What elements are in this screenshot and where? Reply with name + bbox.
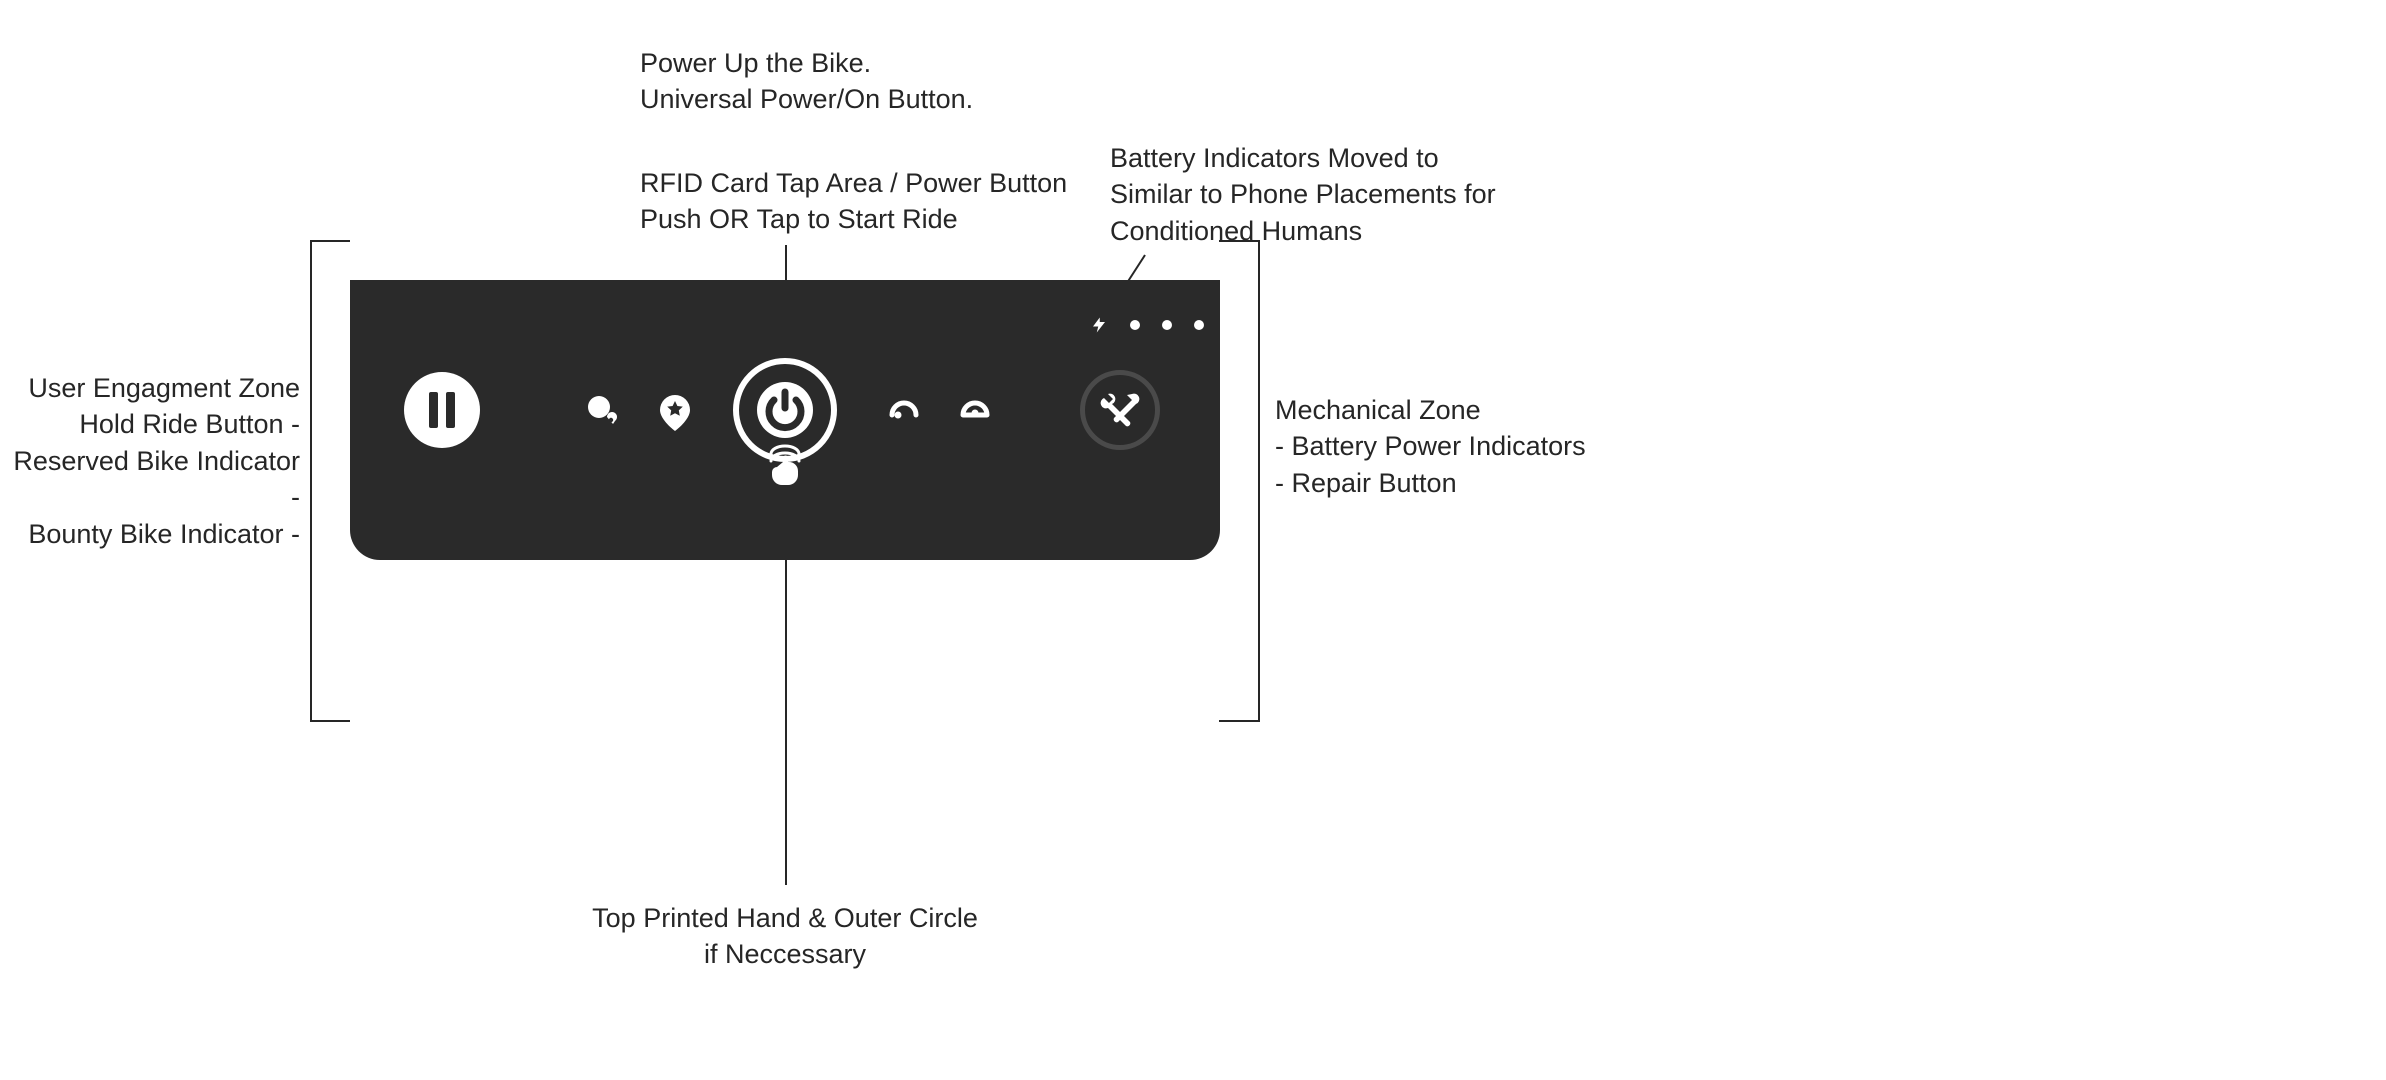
annotation-line: Conditioned Humans	[1110, 213, 1630, 249]
helmet-open-icon	[886, 393, 920, 427]
annotation-battery: Battery Indicators Moved to Similar to P…	[1110, 140, 1630, 249]
bolt-icon	[1090, 316, 1108, 334]
bounty-indicator	[658, 393, 692, 438]
annotation-line: Power Up the Bike.	[640, 45, 1140, 81]
pause-icon	[425, 390, 459, 430]
annotation-line: Universal Power/On Button.	[640, 81, 1140, 117]
battery-dot	[1130, 320, 1140, 330]
helmet-open-indicator	[886, 393, 920, 432]
star-pin-icon	[658, 393, 692, 433]
annotation-line: Hold Ride Button -	[0, 406, 300, 442]
annotation-line: Bounty Bike Indicator -	[0, 516, 300, 552]
annotation-line: Top Printed Hand & Outer Circle	[585, 900, 985, 936]
bracket-left	[310, 240, 352, 722]
annotation-power-up: Power Up the Bike. Universal Power/On Bu…	[640, 45, 1140, 118]
annotation-line: User Engagment Zone	[0, 370, 300, 406]
annotation-right-zone: Mechanical Zone - Battery Power Indicato…	[1275, 392, 1695, 501]
annotation-line: Battery Indicators Moved to	[1110, 140, 1630, 176]
battery-dot	[1162, 320, 1172, 330]
annotation-bottom: Top Printed Hand & Outer Circle if Necce…	[585, 900, 985, 973]
tap-hand-icon	[765, 442, 805, 495]
bracket-right	[1218, 240, 1260, 722]
helmet-closed-indicator	[958, 393, 992, 432]
annotation-line: Reserved Bike Indicator -	[0, 443, 300, 516]
annotation-line: RFID Card Tap Area / Power Button	[640, 165, 1140, 201]
device-panel	[350, 280, 1220, 560]
diagram-stage: Power Up the Bike. Universal Power/On Bu…	[0, 0, 2386, 1080]
annotation-line: Mechanical Zone	[1275, 392, 1695, 428]
reserved-indicator	[585, 393, 621, 434]
helmet-closed-icon	[958, 393, 992, 427]
battery-indicators	[1090, 316, 1204, 334]
tools-icon	[1099, 389, 1141, 431]
power-icon	[755, 380, 815, 440]
annotation-line: Similar to Phone Placements for	[1110, 176, 1630, 212]
annotation-line: Push OR Tap to Start Ride	[640, 201, 1140, 237]
repair-button[interactable]	[1080, 370, 1160, 450]
annotation-line: - Repair Button	[1275, 465, 1695, 501]
annotation-rfid: RFID Card Tap Area / Power Button Push O…	[640, 165, 1140, 238]
reserved-icon	[585, 393, 621, 429]
hold-ride-button[interactable]	[404, 372, 480, 448]
annotation-line: if Neccessary	[585, 936, 985, 972]
battery-dot	[1194, 320, 1204, 330]
annotation-left-zone: User Engagment Zone Hold Ride Button - R…	[0, 370, 300, 552]
annotation-line: - Battery Power Indicators	[1275, 428, 1695, 464]
